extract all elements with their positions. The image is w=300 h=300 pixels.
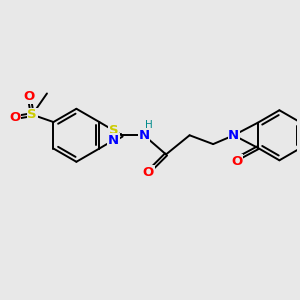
Text: O: O: [143, 166, 154, 178]
Text: S: S: [109, 124, 118, 137]
Text: O: O: [24, 91, 35, 103]
Text: N: N: [108, 134, 119, 147]
Text: O: O: [232, 154, 243, 167]
Text: N: N: [138, 129, 149, 142]
Text: H: H: [146, 120, 153, 130]
Text: N: N: [228, 129, 239, 142]
Text: S: S: [27, 108, 37, 121]
Text: O: O: [9, 111, 20, 124]
